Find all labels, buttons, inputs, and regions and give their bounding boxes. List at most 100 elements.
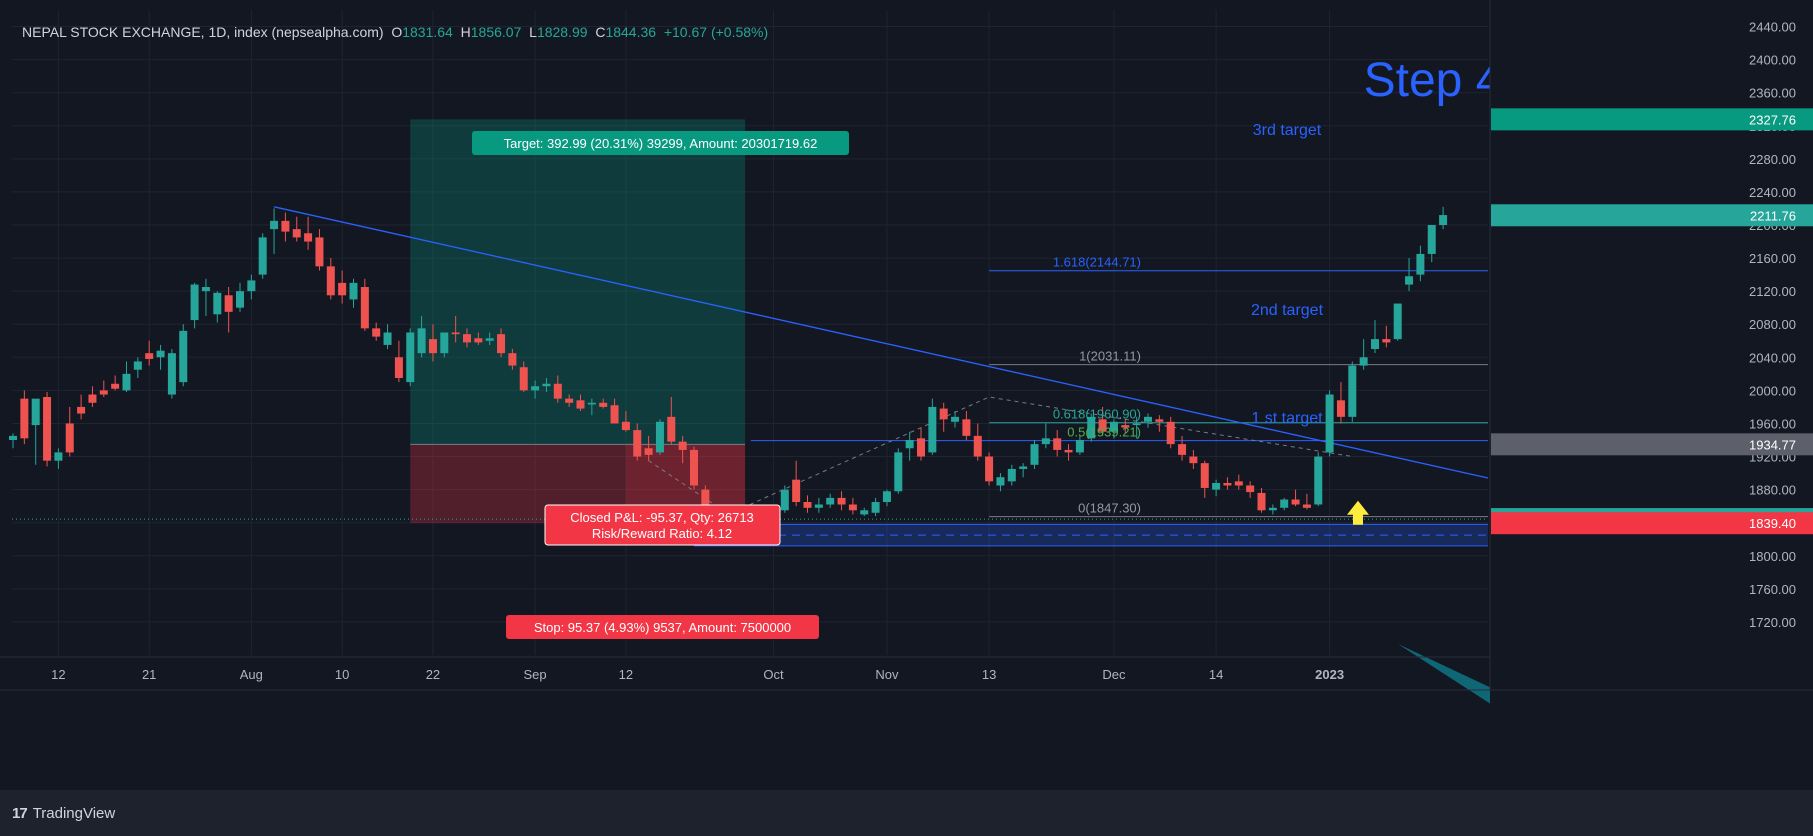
candle-body[interactable] [167,353,176,395]
candle-body[interactable] [1393,303,1402,340]
candle-body[interactable] [65,423,74,453]
candle-body[interactable] [1178,444,1187,455]
candle-body[interactable] [1439,215,1448,225]
candle-body[interactable] [1291,499,1300,505]
candle-body[interactable] [99,390,108,395]
candle-body[interactable] [451,332,460,335]
candle-body[interactable] [201,287,210,292]
candle-body[interactable] [917,438,925,457]
candle-body[interactable] [1314,456,1323,505]
candle-body[interactable] [292,229,301,238]
candle-body[interactable] [599,402,608,407]
candle-body[interactable] [1053,438,1062,450]
candle-body[interactable] [837,497,846,505]
candle-body[interactable] [1155,419,1164,422]
price-marker-box[interactable] [1491,433,1813,456]
candle-body[interactable] [417,328,426,354]
target-label-box[interactable] [472,131,849,155]
candle-body[interactable] [133,361,142,370]
candle-body[interactable] [655,421,664,453]
candle-body[interactable] [1336,400,1345,417]
candle-body[interactable] [349,282,358,300]
candle-body[interactable] [1246,485,1255,493]
candle-body[interactable] [145,353,154,359]
candle-body[interactable] [871,502,880,513]
candle-body[interactable] [20,398,29,439]
candle-body[interactable] [247,280,256,292]
candle-body[interactable] [508,353,517,366]
candle-body[interactable] [701,489,710,515]
candle-body[interactable] [939,408,948,420]
price-marker-box[interactable] [1491,204,1813,227]
candle-body[interactable] [576,400,585,409]
candle-body[interactable] [1166,421,1175,445]
candle-body[interactable] [1030,444,1039,465]
candle-body[interactable] [1405,276,1414,285]
candle-body[interactable] [587,402,596,405]
candle-body[interactable] [156,350,165,358]
candle-body[interactable] [31,398,40,426]
target-zone[interactable] [410,119,746,445]
candle-body[interactable] [1075,440,1084,453]
candle-body[interactable] [497,334,506,354]
candle-body[interactable] [951,416,960,422]
candle-body[interactable] [644,448,653,455]
candle-body[interactable] [814,504,823,508]
candle-body[interactable] [1041,438,1050,445]
candle-body[interactable] [780,489,789,511]
candle-body[interactable] [88,394,97,403]
closed-pnl-box[interactable] [544,504,781,546]
candle-body[interactable] [213,292,222,315]
candle-body[interactable] [553,383,562,399]
candle-body[interactable] [190,284,199,321]
candle-body[interactable] [315,237,324,267]
price-marker-box[interactable] [1491,512,1813,535]
candle-body[interactable] [973,435,982,457]
candle-body[interactable] [43,397,52,461]
candle-body[interactable] [1234,481,1243,486]
candle-body[interactable] [1200,463,1209,488]
candle-body[interactable] [678,441,687,450]
candle-body[interactable] [1371,339,1379,350]
downtrend-line[interactable] [273,206,1489,479]
candle-body[interactable] [667,416,676,442]
price-marker-box[interactable] [1491,108,1813,131]
candle-body[interactable] [474,338,483,343]
candle-body[interactable] [428,339,437,354]
candle-body[interactable] [372,328,381,337]
candle-body[interactable] [633,430,642,457]
candle-body[interactable] [519,367,528,391]
candle-body[interactable] [928,406,937,453]
candle-body[interactable] [1280,499,1289,508]
candle-body[interactable] [531,386,540,391]
candle-body[interactable] [826,497,835,505]
candle-body[interactable] [179,330,188,383]
candle-body[interactable] [224,295,233,312]
candle-body[interactable] [122,373,131,391]
candle-body[interactable] [962,419,971,436]
candle-body[interactable] [985,456,994,482]
price-chart[interactable]: Target: 392.99 (20.31%) 39299, Amount: 2… [0,0,1813,790]
candle-body[interactable] [1132,423,1141,426]
candle-body[interactable] [1382,339,1391,343]
candle-body[interactable] [610,405,619,424]
candle-body[interactable] [485,338,494,341]
candle-body[interactable] [258,237,267,275]
candle-body[interactable] [542,383,551,387]
candle-body[interactable] [1144,416,1152,422]
candle-body[interactable] [406,332,415,383]
candle-body[interactable] [882,491,891,503]
candle-body[interactable] [1268,507,1277,511]
candle-body[interactable] [621,421,630,431]
candle-body[interactable] [1212,483,1221,490]
candle-body[interactable] [463,334,471,343]
candle-body[interactable] [996,477,1005,486]
candle-body[interactable] [394,357,403,378]
candle-body[interactable] [236,291,244,308]
candle-body[interactable] [860,510,869,515]
candle-body[interactable] [111,383,120,389]
candle-body[interactable] [792,479,801,503]
symbol-legend[interactable]: NEPAL STOCK EXCHANGE, 1D, index (nepseal… [22,24,768,40]
candle-body[interactable] [1064,449,1073,453]
candle-body[interactable] [1098,419,1107,432]
